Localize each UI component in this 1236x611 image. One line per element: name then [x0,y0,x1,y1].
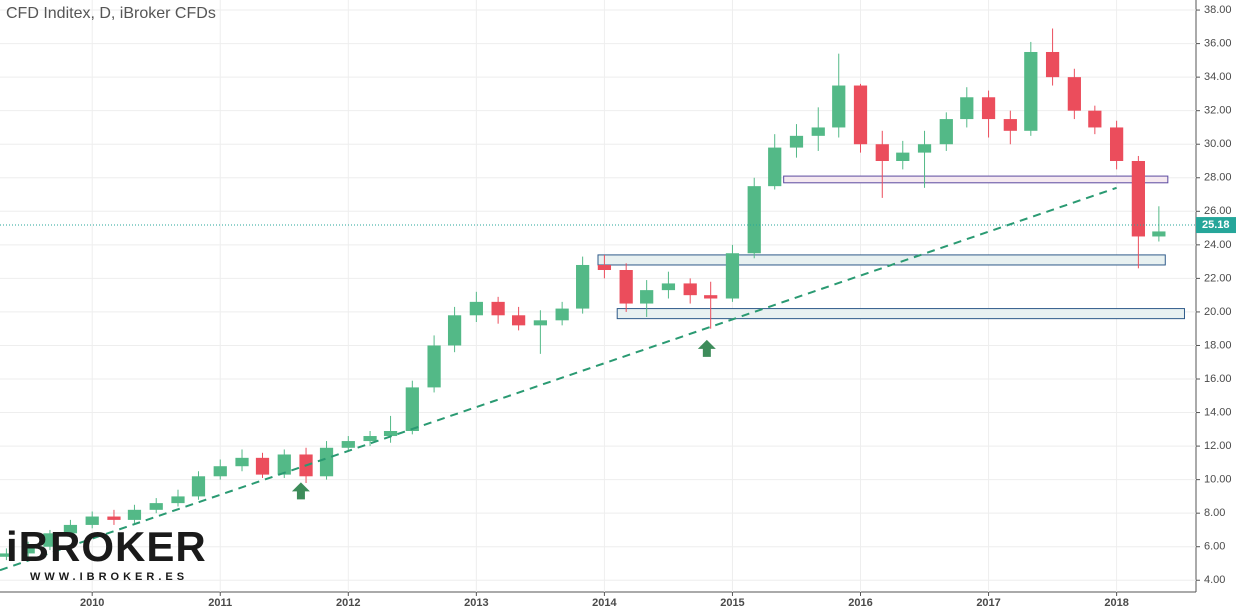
chart-title: CFD Inditex, D, iBroker CFDs [6,5,216,22]
candle-body [789,135,804,148]
candle-body [1003,119,1017,131]
candle-body [21,546,35,554]
y-tick-label: 10.00 [1204,474,1232,486]
candle-body [917,144,932,153]
x-tick-label: 2014 [592,597,617,609]
x-tick-label: 2015 [720,597,744,609]
candle-body [875,144,889,161]
y-tick-label: 6.00 [1204,541,1225,553]
candle-body [107,516,121,520]
candle-body [1067,77,1081,111]
candle-body [1045,51,1060,78]
candle-body [0,553,14,557]
candle-body [1131,160,1145,237]
zone [616,308,1185,320]
candle-body [191,476,206,497]
y-tick-label: 14.00 [1204,406,1232,418]
y-tick-label: 18.00 [1204,339,1232,351]
candle-body [939,119,953,145]
x-tick-label: 2013 [464,597,488,609]
x-tick-label: 2010 [80,597,104,609]
candle-body [555,308,569,321]
y-tick-label: 26.00 [1204,205,1232,217]
candle-body [619,270,633,304]
y-tick-label: 28.00 [1204,172,1232,184]
candle-body [960,97,974,120]
last-price-box [1196,217,1236,234]
y-tick-label: 32.00 [1204,105,1232,117]
candle-body [981,97,996,120]
x-tick-label: 2016 [848,597,872,609]
candle-body [683,283,697,296]
candle-body [1109,127,1124,161]
x-tick-label: 2011 [208,597,232,609]
candle-body [319,447,334,477]
candle-body [43,533,57,547]
trendline [0,186,1117,572]
x-tick-label: 2018 [1104,597,1128,609]
candle-body [768,147,782,187]
y-tick-label: 38.00 [1204,4,1232,16]
x-tick-label: 2017 [976,597,1000,609]
candle-body [149,503,163,510]
candle-body [171,496,185,504]
candle-body [277,454,291,475]
plot [0,28,1196,572]
arrow-marker [291,482,310,500]
candle-body [447,315,462,346]
zone [597,254,1166,266]
candle-body [832,85,846,128]
candle-body [1152,231,1166,237]
candle-body [1088,110,1102,128]
candle-body [427,345,441,388]
logo-url: WWW.IBROKER.ES [30,571,188,583]
y-tick-label: 24.00 [1204,239,1232,251]
candle-body [811,127,825,136]
y-tick-label: 8.00 [1204,507,1225,519]
y-tick-label: 12.00 [1204,440,1232,452]
candle-body [127,509,142,520]
candle-body [213,466,227,477]
candle-body [405,387,419,432]
y-tick-label: 4.00 [1204,574,1225,586]
y-tick-label: 36.00 [1204,38,1232,50]
candle-body [255,457,270,475]
candle-body [725,253,740,299]
zone [783,175,1169,184]
candle-body [511,315,526,326]
x-tick-label: 2012 [336,597,360,609]
candle-body [363,436,377,442]
candle-body [597,264,612,271]
candle-body [491,301,505,316]
candle-body [1024,51,1038,131]
candle-body [63,524,78,534]
logo: iBROKER [6,523,207,570]
candle-body [704,295,718,299]
y-tick-label: 20.00 [1204,306,1232,318]
arrow-marker [697,339,716,357]
y-tick-label: 30.00 [1204,138,1232,150]
y-tick-label: 16.00 [1204,373,1232,385]
candle-body [85,516,99,525]
candle-body [747,186,761,254]
candle-body [235,457,249,467]
candle-body [341,441,355,448]
candle-body [383,431,398,437]
candle-body [533,320,547,326]
candle-body [661,283,676,291]
candle-body [853,85,868,145]
y-tick-label: 22.00 [1204,272,1232,284]
candle-body [640,290,654,304]
candle-body [896,152,910,161]
candle-body [469,301,483,316]
y-tick-label: 34.00 [1204,71,1232,83]
last-price-label: 25.18 [1202,219,1230,231]
candle-body [576,264,590,309]
grid [0,0,1196,592]
